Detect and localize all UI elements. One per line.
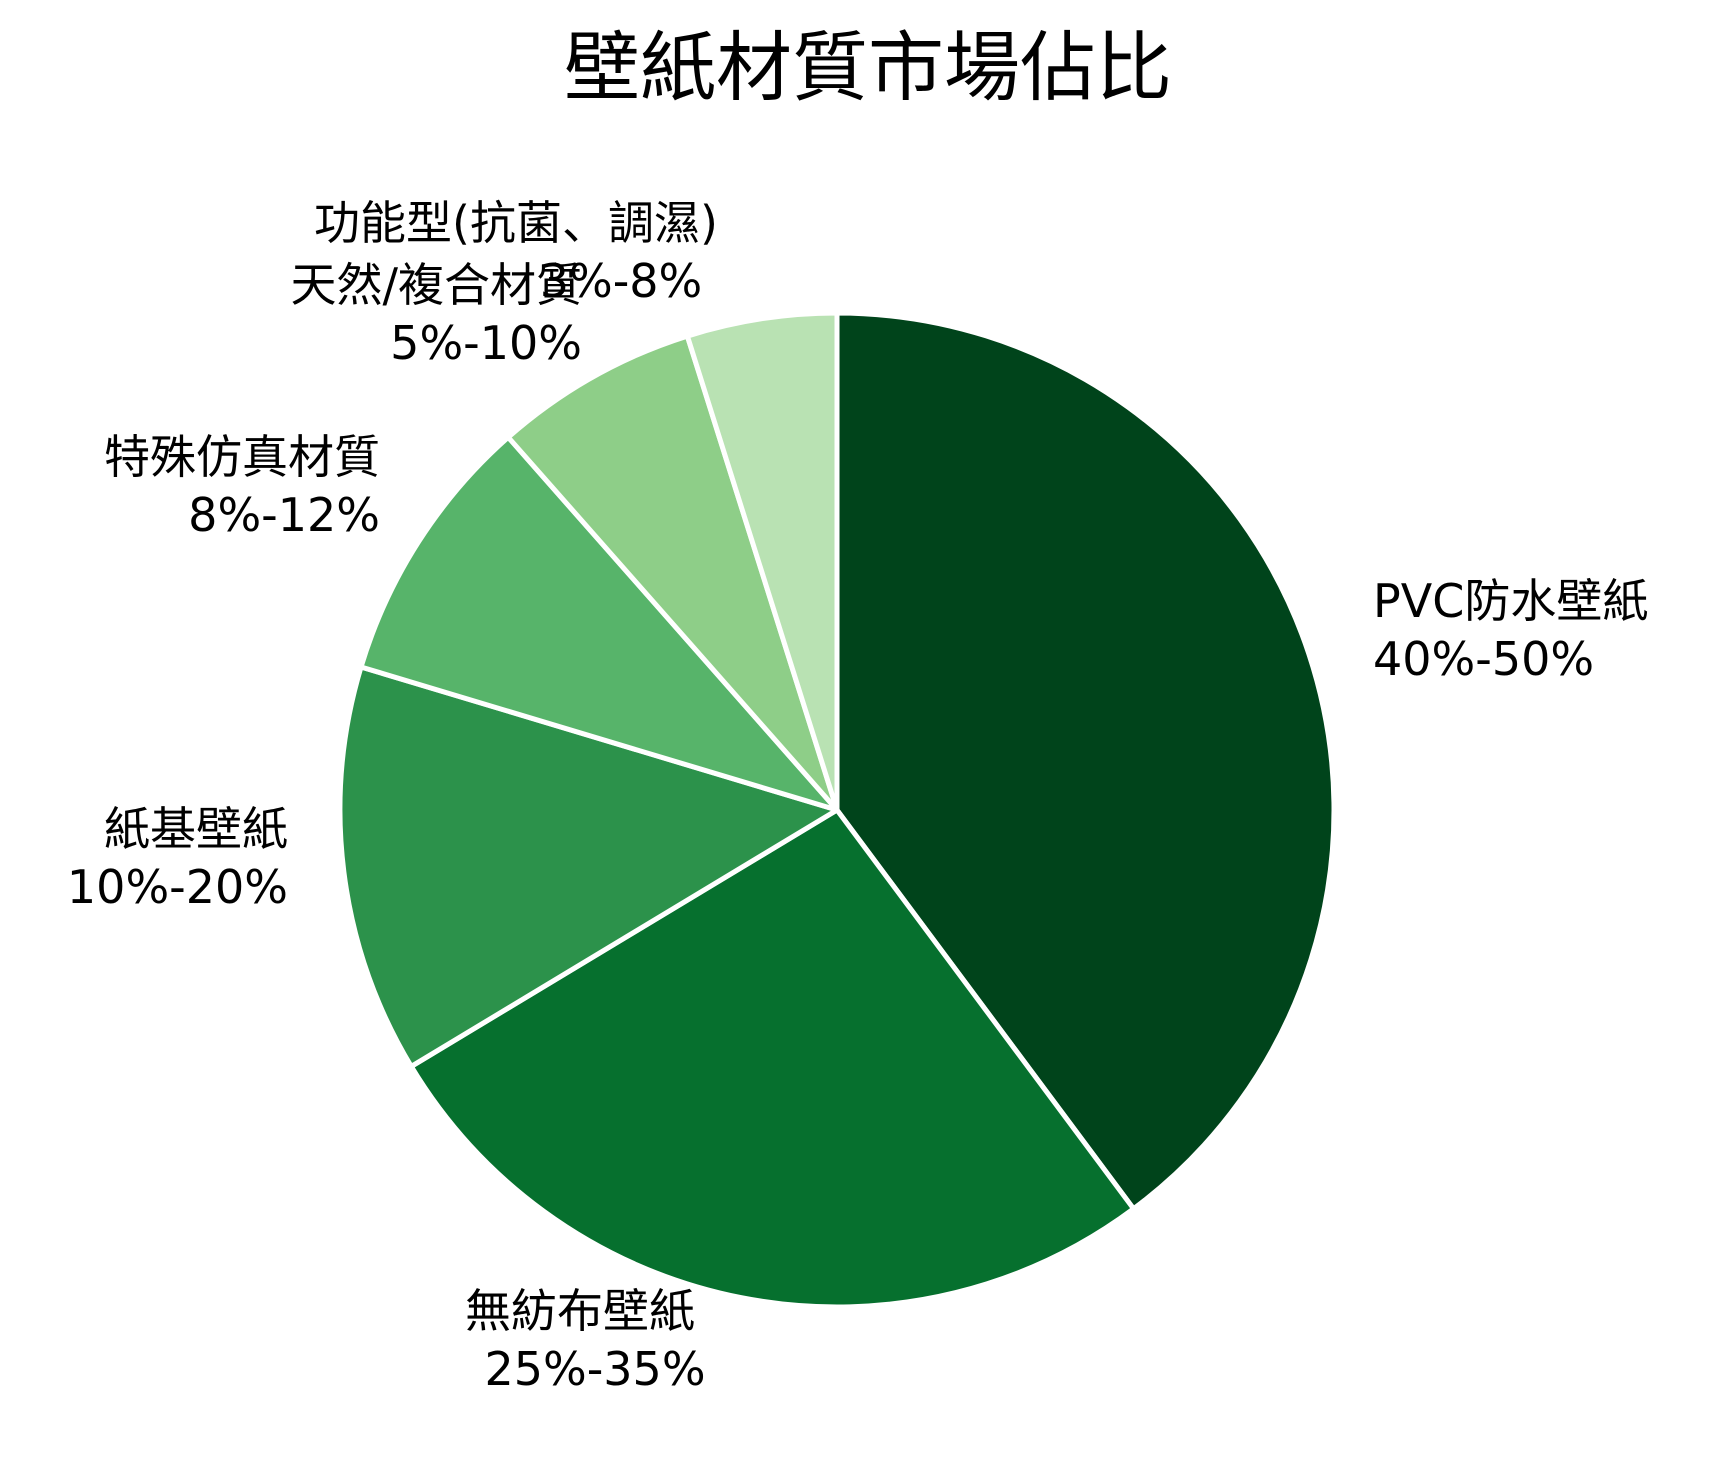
label-name: 功能型(抗菌、調濕) — [314, 196, 718, 250]
label-paper: 紙基壁紙 10%-20% — [67, 800, 288, 916]
pie-slice-5 — [684, 310, 840, 813]
label-functional: 功能型(抗菌、調濕) 3%-8% — [256, 194, 776, 310]
label-name: 無紡布壁紙 — [465, 1284, 695, 1338]
label-pvc: PVC防水壁紙 40%-50% — [1373, 572, 1648, 688]
label-range: 5%-10% — [390, 316, 582, 370]
label-range: 25%-35% — [484, 1342, 706, 1396]
label-range: 40%-50% — [1373, 632, 1595, 686]
label-special: 特殊仿真材質 8%-12% — [104, 428, 380, 544]
label-name: 紙基壁紙 — [104, 802, 288, 856]
label-natural: 天然/複合材質 5%-10% — [291, 256, 583, 372]
label-name: PVC防水壁紙 — [1373, 574, 1649, 628]
label-range: 8%-12% — [188, 488, 380, 542]
label-nonwoven: 無紡布壁紙 25%-35% — [430, 1282, 730, 1398]
pie-slice-2 — [337, 664, 840, 1069]
label-name: 天然/複合材質 — [290, 258, 583, 312]
pie-slices — [337, 310, 1337, 1310]
label-range: 10%-20% — [66, 860, 288, 914]
pie-slice-1 — [408, 807, 1137, 1310]
label-range: 3%-8% — [539, 254, 703, 308]
pie-slice-3 — [358, 434, 840, 813]
label-name: 特殊仿真材質 — [104, 430, 380, 484]
chart-title: 壁紙材質市場佔比 — [564, 23, 1172, 112]
pie-slice-0 — [834, 310, 1337, 1212]
pie-slice-4 — [505, 333, 840, 813]
